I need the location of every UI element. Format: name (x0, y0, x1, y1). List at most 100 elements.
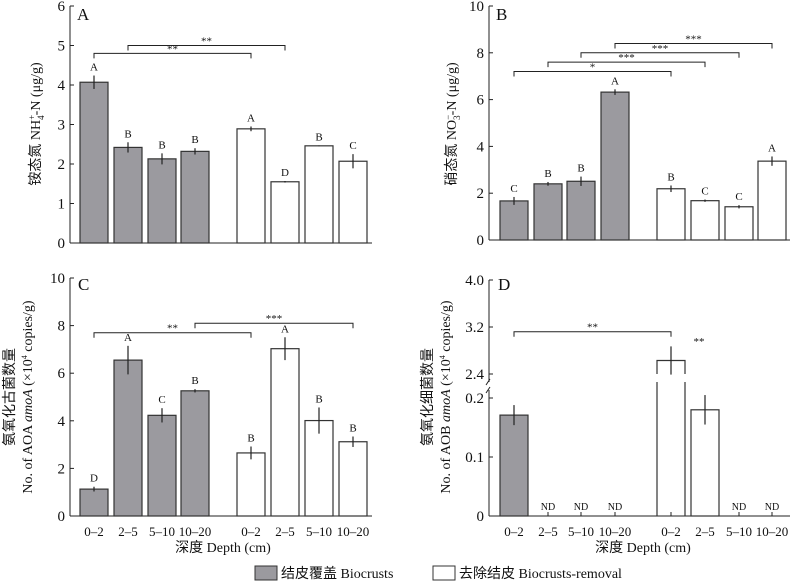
significance-letter: B (124, 128, 131, 140)
ylabel-sup: − (443, 115, 453, 120)
legend-label-biocrusts: 结皮覆盖 Biocrusts (281, 566, 393, 582)
significance-letter: A (611, 75, 619, 87)
comparison-stars: * (590, 62, 596, 74)
legend: 结皮覆盖 Biocrusts 去除结皮 Biocrusts-removal (254, 565, 622, 582)
comparison-stars: *** (266, 313, 283, 325)
axis-break-mark (485, 378, 491, 386)
ylabel-end: copies/g) (439, 300, 454, 355)
panel-d: D 氨氧化细菌数量 No. of AOB amoA (×104 copies/g… (420, 275, 691, 556)
ylabel-tail: -N (μg/g) (29, 62, 44, 115)
panel-d-ylabel-cn: 氨氧化细菌数量 (420, 348, 436, 446)
x-tick-label: 5–10 (149, 524, 175, 539)
x-tick-label: 5–10 (726, 524, 752, 539)
axis-break-mark (485, 386, 491, 394)
bar (566, 180, 596, 241)
x-tick-label: 10–20 (756, 524, 789, 539)
significance-letter: B (191, 375, 198, 387)
significance-letter: C (510, 183, 517, 195)
y-tick-label: 2 (58, 461, 66, 477)
y-tick-label: 2 (477, 186, 485, 202)
bar (690, 409, 720, 517)
panel-c-ylabel: 氨氧化古菌数量 No. of AOA amoA (×104 copies/g) (2, 300, 36, 493)
x-tick-label: 10–20 (179, 524, 212, 539)
panel-c-ylabel-cn: 氨氧化古菌数量 (2, 348, 18, 446)
bar (270, 348, 300, 517)
panel-d-xlabel: 深度 Depth (cm) (595, 540, 691, 556)
bar (304, 145, 334, 244)
significance-letter: A (768, 142, 776, 154)
y-tick-label: 0.1 (465, 450, 484, 466)
comparison-stars: *** (618, 52, 635, 64)
comparison-stars: *** (652, 43, 669, 55)
panel-b-ylabel-text: 硝态氮 NO−3-N (μg/g) (443, 62, 462, 186)
y-tick-label: 0 (58, 236, 66, 252)
legend-swatch-biocrusts (254, 565, 278, 581)
ylabel-pre: No. of AOA (21, 422, 36, 494)
y-tick-label: 0 (477, 233, 485, 249)
bar (757, 160, 787, 241)
x-tick-label: 10–20 (599, 524, 632, 539)
significance-letter: B (577, 163, 584, 175)
bar (499, 414, 529, 517)
bar (690, 200, 720, 241)
significance-letter: B (158, 139, 165, 151)
comparison-bracket (614, 42, 773, 49)
panel-d-ylabel: 氨氧化细菌数量 No. of AOB amoA (×104 copies/g) (420, 300, 454, 493)
ylabel-pre: No. of AOB (439, 422, 454, 494)
y-tick-label: 2 (58, 157, 66, 173)
significance-letter: D (281, 167, 289, 179)
y-tick-label: 0 (477, 509, 485, 525)
y-tick-label: 5 (58, 39, 66, 55)
ylabel-tail: -N (μg/g) (445, 62, 460, 115)
comparison-bracket (547, 61, 706, 68)
ylabel-sup: 4 (438, 355, 447, 359)
y-tick-label: 8 (58, 319, 66, 335)
bar (147, 158, 177, 244)
x-tick-label: 0–2 (661, 524, 681, 539)
y-tick-label: 0.2 (465, 391, 484, 407)
significance-letter: C (735, 191, 742, 203)
panel-label-a: A (77, 5, 90, 24)
bar (113, 359, 143, 517)
y-tick-label: 1 (58, 197, 66, 213)
nd-label: ND (732, 502, 746, 513)
significance-letter: D (90, 473, 98, 485)
ylabel-end: copies/g) (21, 300, 36, 355)
ylabel-sup: + (27, 115, 37, 120)
y-tick-label: 4 (58, 78, 66, 94)
ylabel-post: (×10 (21, 359, 36, 389)
y-tick-label: 4.0 (465, 273, 484, 289)
bar (270, 181, 300, 244)
y-tick-label: 10 (469, 0, 484, 15)
significance-letter: A (247, 112, 255, 124)
ylabel-post: (×10 (439, 359, 454, 389)
significance-letter: B (544, 168, 551, 180)
comparison-bracket (513, 71, 672, 77)
x-tick-label: 2–5 (538, 524, 558, 539)
nd-label: ND (541, 502, 555, 513)
legend-label-removal: 去除结皮 Biocrusts-removal (459, 566, 622, 582)
ylabel-main: 硝态氮 NO (444, 120, 460, 186)
significance-letter: A (124, 332, 132, 344)
bar (600, 91, 630, 241)
y-tick-label: 6 (58, 366, 66, 382)
ylabel-main: 铵态氮 NH (28, 120, 44, 186)
significance-letter: A (281, 323, 289, 335)
comparison-bracket (93, 52, 252, 59)
bar (304, 419, 334, 517)
panel-c-xlabel: 深度 Depth (cm) (175, 540, 271, 556)
significance-letter: B (247, 433, 254, 445)
bar (236, 128, 266, 244)
nd-label: ND (608, 502, 622, 513)
x-tick-label: 2–5 (275, 524, 295, 539)
x-tick-label: 10–20 (337, 524, 370, 539)
annotation-stars: ** (694, 336, 705, 348)
ylabel-italic: amoA (439, 389, 454, 422)
panel-c-ylabel-en: No. of AOA amoA (×104 copies/g) (20, 300, 36, 493)
y-tick-label: 8 (477, 46, 485, 62)
panel-d-plot: 0 0.1 0.2 2.4 3.2 4.0 0–2 2–5 ND 5–10 ND 10–20 ND 0–2… (465, 273, 790, 539)
significance-letter: C (701, 186, 708, 198)
comparison-stars: ** (201, 36, 212, 48)
